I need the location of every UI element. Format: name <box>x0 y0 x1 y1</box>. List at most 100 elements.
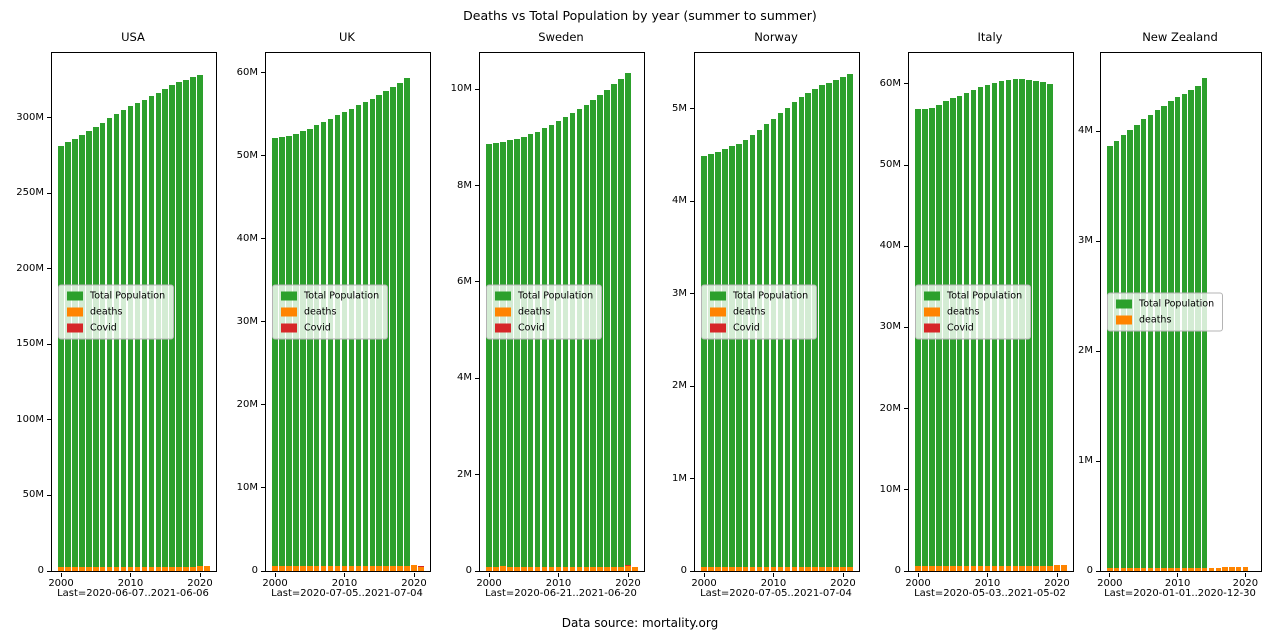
y-tick-mark <box>904 245 908 247</box>
bar-population <box>327 118 334 571</box>
bar-deaths <box>618 566 624 571</box>
y-tick-mark <box>690 478 694 479</box>
y-tick-label: 250M <box>16 187 44 199</box>
bar-deaths <box>286 565 292 571</box>
bar-deaths <box>383 566 389 571</box>
legend-item: deaths <box>924 307 1022 318</box>
bar-deaths <box>555 566 562 571</box>
bar-population <box>1107 146 1113 571</box>
y-tick-mark <box>47 343 51 345</box>
y-tick-label: 3M <box>672 287 687 299</box>
legend-item: Total Population <box>1116 299 1214 310</box>
bar-covid <box>625 565 631 567</box>
bar-deaths <box>293 565 299 571</box>
bar-population <box>1147 114 1154 571</box>
bar-population <box>293 133 299 571</box>
bar-population <box>286 135 292 571</box>
bar-deaths <box>313 566 320 571</box>
x-tick-label: 2020 <box>1232 578 1259 589</box>
bar-population <box>915 109 921 571</box>
y-tick-mark <box>904 570 908 572</box>
bar-population <box>1033 81 1039 571</box>
y-tick-label: 40M <box>236 232 258 244</box>
bar-population <box>113 113 120 571</box>
bar-deaths <box>929 566 935 571</box>
bar-deaths <box>404 566 410 571</box>
bar-population <box>527 134 534 571</box>
bar-deaths <box>548 566 555 571</box>
figure-title: Deaths vs Total Population by year (summ… <box>463 8 817 23</box>
bar-deaths <box>1134 567 1140 571</box>
x-tick-mark <box>703 573 705 577</box>
bar-deaths <box>1061 564 1067 571</box>
y-tick-label: 200M <box>16 262 44 274</box>
bar-deaths <box>541 566 548 571</box>
legend-swatch-deaths <box>924 307 940 317</box>
y-tick-mark <box>475 185 479 186</box>
x-tick-label: 2020 <box>187 578 213 589</box>
bar-population <box>307 128 313 571</box>
x-axis-label: Last=2020-01-01..2020-12-30 <box>1104 588 1256 599</box>
bar-population <box>777 113 784 571</box>
bar-deaths <box>86 567 92 571</box>
y-tick-label: 2M <box>672 380 687 391</box>
bar-population <box>541 128 548 571</box>
bar-population <box>390 87 396 571</box>
y-tick-mark <box>47 419 51 421</box>
legend-label: Total Population <box>1139 298 1215 310</box>
bar-deaths <box>742 567 749 571</box>
y-tick-mark <box>1096 130 1100 132</box>
legend-swatch-covid <box>710 323 726 333</box>
bar-deaths <box>65 567 71 571</box>
bar-deaths <box>1141 568 1147 571</box>
bar-deaths <box>348 566 355 571</box>
y-tick-label: 10M <box>879 483 901 495</box>
x-tick-label: 2000 <box>48 578 74 589</box>
bar-population <box>397 82 403 571</box>
bar-population <box>1134 124 1140 571</box>
y-tick-mark <box>261 487 265 489</box>
legend-item: deaths <box>495 307 593 318</box>
bar-population <box>763 124 770 571</box>
y-tick-label: 300M <box>16 111 44 123</box>
y-tick-label: 10M <box>236 481 258 493</box>
y-tick-label: 60M <box>879 77 901 89</box>
bar-deaths <box>1161 567 1167 571</box>
legend: Total Population deaths Covid <box>486 284 603 340</box>
bar-population <box>922 108 928 571</box>
legend-swatch-population <box>67 291 83 301</box>
y-tick-label: 20M <box>236 398 258 410</box>
bar-deaths <box>847 567 853 571</box>
bar-deaths <box>113 567 120 571</box>
bar-population <box>742 139 749 571</box>
y-tick-mark <box>261 238 265 240</box>
subplot-title: New Zealand <box>1142 30 1218 44</box>
plot-area: 0 2M 4M 6M 8M 10M 2000 2010 2020 Total Population… <box>451 52 645 589</box>
legend-swatch-covid <box>281 323 297 333</box>
subplot-title: Norway <box>754 30 798 44</box>
y-tick-mark <box>47 268 51 270</box>
legend-label: deaths <box>947 306 980 318</box>
y-tick-label: 30M <box>879 321 901 333</box>
bar-population <box>86 131 92 571</box>
bar-deaths <box>805 567 812 571</box>
x-tick-label: 2010 <box>760 578 787 589</box>
legend: Total Population deaths Covid <box>701 284 818 340</box>
y-tick-label: 2M <box>1078 345 1093 357</box>
bar-population <box>493 142 499 571</box>
y-tick-label: 0 <box>894 565 901 576</box>
bar-population <box>729 146 735 571</box>
bar-deaths <box>79 567 85 571</box>
bar-deaths <box>1235 567 1242 571</box>
legend-swatch-deaths <box>67 307 83 317</box>
bar-deaths <box>527 566 534 571</box>
bar-deaths <box>1012 566 1019 571</box>
bar-deaths <box>722 567 728 571</box>
bar-deaths <box>397 565 403 571</box>
x-tick-label: 2020 <box>401 578 427 589</box>
bar-population <box>79 134 85 571</box>
y-tick-mark <box>475 474 479 476</box>
bar-deaths <box>625 566 631 571</box>
bar-population <box>72 138 78 571</box>
bar-deaths <box>998 566 1005 571</box>
